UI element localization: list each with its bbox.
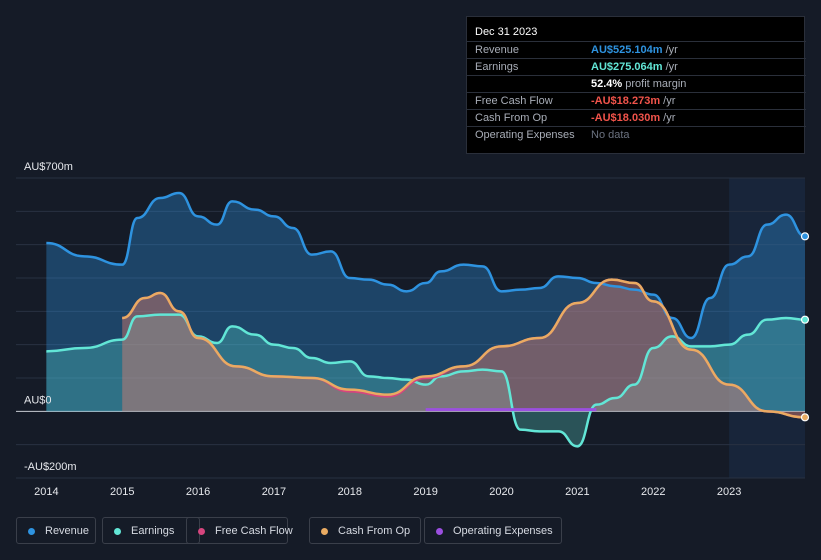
revenue-area <box>46 193 805 412</box>
free-cash-flow-area <box>122 279 805 418</box>
x-tick-label: 2018 <box>338 486 362 498</box>
tooltip-date: Dec 31 2023 <box>475 26 538 38</box>
tooltip-row-label: Free Cash Flow <box>475 95 553 107</box>
tooltip-row-label: Earnings <box>475 61 519 73</box>
tooltip-row-value: -AU$18.273m /yr <box>591 95 676 107</box>
cash-from-op-line <box>121 278 805 419</box>
x-tick-label: 2022 <box>641 486 665 498</box>
legend-label: Cash From Op <box>338 525 411 537</box>
tooltip-row-value: -AU$18.030m /yr <box>591 112 676 124</box>
tooltip-row: Free Cash Flow -AU$18.273m /yr <box>467 92 806 110</box>
y-tick-label: AU$700m <box>24 161 73 173</box>
series-lines <box>46 191 805 448</box>
x-tick-label: 2019 <box>413 486 437 498</box>
series-areas <box>46 193 805 447</box>
earnings-line <box>46 313 805 448</box>
legend-item-cash-from-op[interactable]: Cash From Op <box>309 517 421 544</box>
tooltip: Dec 31 2023 Revenue AU$525.104m /yr Earnin… <box>466 16 806 154</box>
series-end-markers <box>800 232 810 422</box>
x-tick-label: 2015 <box>110 486 134 498</box>
x-tick-label: 2023 <box>717 486 741 498</box>
cash-from-op-end-marker <box>800 413 810 422</box>
legend-dot-icon <box>28 528 35 535</box>
tooltip-row-value: 52.4% profit margin <box>591 78 687 90</box>
chart: AU$700m AU$0 -AU$200m 2014 2015 2016 2017 2018… <box>16 161 810 498</box>
tooltip-row-label: Cash From Op <box>475 112 548 124</box>
tooltip-row-value: AU$525.104m /yr <box>591 44 678 56</box>
legend-label: Operating Expenses <box>453 525 553 537</box>
legend-dot-icon <box>321 528 328 535</box>
x-tick-label: 2021 <box>565 486 589 498</box>
legend-item-free-cash-flow[interactable]: Free Cash Flow <box>186 517 293 544</box>
tooltip-row: 52.4% profit margin <box>467 75 806 93</box>
highlight-region <box>729 178 805 478</box>
legend-dot-icon <box>198 528 205 535</box>
legend-label: Free Cash Flow <box>215 525 293 537</box>
cash-from-op-area <box>122 279 805 418</box>
y-tick-label: AU$0 <box>24 394 52 406</box>
earnings-area <box>46 314 805 447</box>
legend-dot-icon <box>436 528 443 535</box>
tooltip-row: Earnings AU$275.064m /yr <box>467 58 806 76</box>
tooltip-row: Cash From Op -AU$18.030m /yr <box>467 109 806 127</box>
tooltip-row-label: Revenue <box>475 44 520 56</box>
y-axis-labels: AU$700m AU$0 -AU$200m <box>24 161 77 473</box>
legend-dot-icon <box>114 528 121 535</box>
tooltip-row-value: AU$275.064m /yr <box>591 61 678 73</box>
revenue-line <box>46 191 805 340</box>
tooltip-row: Operating Expenses No data <box>467 126 806 144</box>
legend-item-operating-expenses[interactable]: Operating Expenses <box>424 517 562 544</box>
earnings-end-marker <box>800 315 810 324</box>
x-tick-label: 2020 <box>489 486 513 498</box>
x-tick-label: 2014 <box>34 486 58 498</box>
tooltip-row: Revenue AU$525.104m /yr <box>467 41 806 59</box>
legend-label: Earnings <box>131 525 175 537</box>
x-tick-label: 2016 <box>186 486 210 498</box>
legend-item-revenue[interactable]: Revenue <box>16 517 96 544</box>
x-axis-labels: 2014 2015 2016 2017 2018 2019 2020 2021 2022 2023 <box>34 486 741 498</box>
revenue-end-marker <box>800 232 810 241</box>
tooltip-row-value: No data <box>591 129 630 141</box>
tooltip-row-label: Operating Expenses <box>475 129 575 141</box>
x-tick-label: 2017 <box>262 486 286 498</box>
legend-label: Revenue <box>45 525 90 537</box>
y-tick-label: -AU$200m <box>24 461 77 473</box>
